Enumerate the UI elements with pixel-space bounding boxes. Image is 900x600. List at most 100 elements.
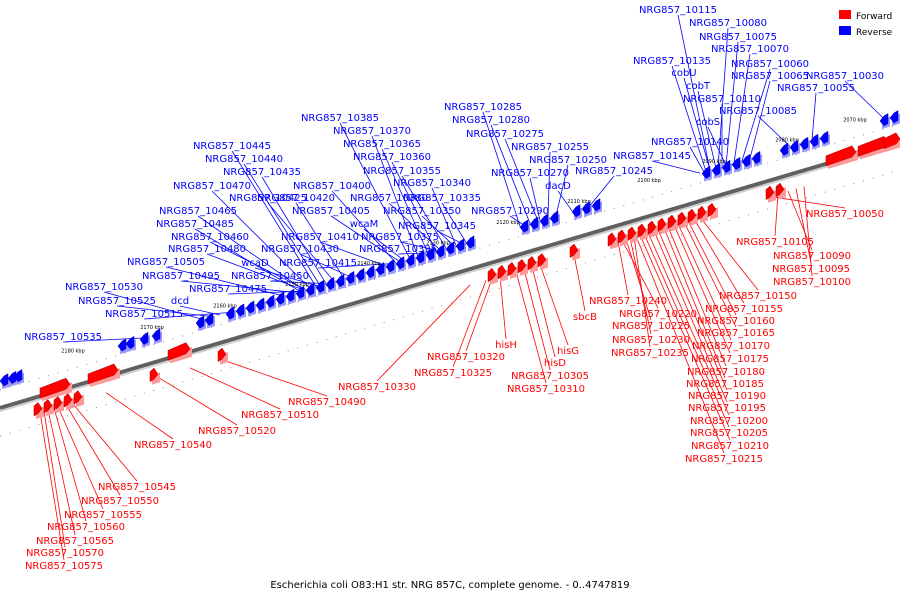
- leader-line: [795, 188, 812, 264]
- tick-label: 2120 kbp: [496, 220, 520, 226]
- gene-label: NRG857_10380: [350, 193, 428, 204]
- forward-gene: [617, 229, 627, 244]
- gene-label: NRG857_10550: [81, 496, 159, 507]
- gene-label: NRG857_10535: [24, 332, 102, 343]
- leader-line: [683, 221, 737, 328]
- gene-label: NRG857_10370: [333, 126, 411, 137]
- reverse-gene: [245, 300, 255, 314]
- gene-label: NRG857_10305: [511, 371, 589, 382]
- forward-gene: [217, 347, 227, 363]
- gene-label: NRG857_10555: [64, 510, 142, 521]
- gene-label: NRG857_10475: [189, 284, 267, 295]
- leader-line: [687, 220, 737, 316]
- gene-label: NRG857_10290: [471, 206, 549, 217]
- gene-label: NRG857_10155: [705, 304, 783, 315]
- reverse-gene: [117, 338, 127, 352]
- gene-label: NRG857_10540: [134, 440, 212, 451]
- tick-label: 2090 kbp: [702, 159, 726, 165]
- leader-line: [733, 53, 751, 164]
- leader-line: [573, 254, 586, 312]
- gene-label: NRG857_10190: [688, 391, 766, 402]
- forward-gene: [537, 253, 547, 268]
- gene-label: NRG857_10115: [639, 5, 717, 16]
- gene-label: NRG857_10335: [403, 193, 481, 204]
- tick-label: 2130 kbp: [426, 241, 450, 247]
- leader-line: [555, 164, 569, 216]
- gene-label: NRG857_10180: [687, 367, 765, 378]
- gene-label: NRG857_10065: [731, 71, 809, 82]
- gene-label: NRG857_10165: [697, 328, 775, 339]
- forward-gene: [527, 256, 537, 271]
- gene-label: NRG857_10320: [427, 352, 505, 363]
- reverse-gene: [751, 150, 761, 165]
- gene-label: NRG857_10080: [689, 18, 767, 29]
- leader-line: [629, 237, 652, 335]
- leader-line: [62, 337, 143, 343]
- gene-label: NRG857_10090: [773, 251, 851, 262]
- gene-label: sbcB: [573, 312, 597, 323]
- gene-label: NRG857_10270: [491, 168, 569, 179]
- gene-label: NRG857_10395: [359, 244, 437, 255]
- forward-gene: [627, 226, 637, 241]
- gene-label: NRG857_10460: [171, 232, 249, 243]
- leader-line: [693, 218, 745, 304]
- gene-label: NRG857_10140: [651, 137, 729, 148]
- leader-line: [663, 227, 726, 379]
- gene-label: NRG857_10405: [292, 206, 370, 217]
- leader-line: [206, 253, 305, 291]
- reverse-gene: [591, 198, 601, 212]
- reverse-gene: [125, 335, 135, 350]
- reverse-gene: [721, 159, 731, 173]
- leader-line: [547, 151, 551, 219]
- reverse-gene: [305, 282, 315, 296]
- forward-gene: [497, 264, 507, 280]
- forward-gene: [765, 185, 775, 201]
- reverse-gene: [711, 162, 721, 176]
- gene-label: NRG857_10060: [731, 59, 809, 70]
- leader-line: [376, 284, 471, 382]
- forward-gene: [687, 208, 697, 224]
- forward-gene: [825, 145, 857, 167]
- reverse-gene: [571, 204, 581, 218]
- forward-gene: [637, 223, 647, 238]
- forward-gene: [517, 258, 527, 274]
- leader-line: [261, 176, 327, 284]
- leader-line: [269, 280, 327, 285]
- gene-label: NRG857_10350: [383, 206, 461, 217]
- gene-label: cobS: [696, 117, 720, 128]
- leader-line: [617, 241, 629, 296]
- gene-label: NRG857_10230: [612, 335, 690, 346]
- forward-gene: [775, 182, 785, 198]
- leader-line: [231, 150, 317, 287]
- gene-label: NRG857_10360: [353, 152, 431, 163]
- leader-line: [71, 402, 138, 482]
- leader-line: [515, 271, 547, 384]
- leader-line: [47, 409, 76, 536]
- leader-line: [388, 202, 441, 251]
- leader-line: [189, 367, 281, 410]
- gene-label: hisG: [557, 346, 579, 357]
- leader-line: [490, 124, 531, 224]
- genome-backbone: [0, 140, 900, 410]
- legend: Forward Reverse: [839, 10, 893, 38]
- leader-line: [180, 280, 297, 293]
- reverse-gene: [204, 312, 214, 326]
- gene-label: NRG857_10175: [691, 354, 769, 365]
- label-leader-lines: [39, 14, 885, 561]
- forward-gene: [677, 211, 687, 227]
- leader-line: [651, 160, 701, 174]
- reverse-gene: [701, 165, 711, 179]
- leader-line: [725, 41, 739, 166]
- forward-gene: [883, 132, 900, 150]
- forward-gene: [707, 202, 717, 218]
- gene-label: NRG857_10400: [293, 181, 371, 192]
- leader-line: [391, 161, 437, 252]
- leader-line: [639, 234, 731, 441]
- reverse-gene: [139, 331, 149, 345]
- gene-label: NRG857_10445: [193, 141, 271, 152]
- reverse-gene: [809, 133, 819, 147]
- leader-line: [441, 202, 467, 243]
- leader-line: [219, 358, 328, 397]
- forward-gene: [87, 363, 119, 385]
